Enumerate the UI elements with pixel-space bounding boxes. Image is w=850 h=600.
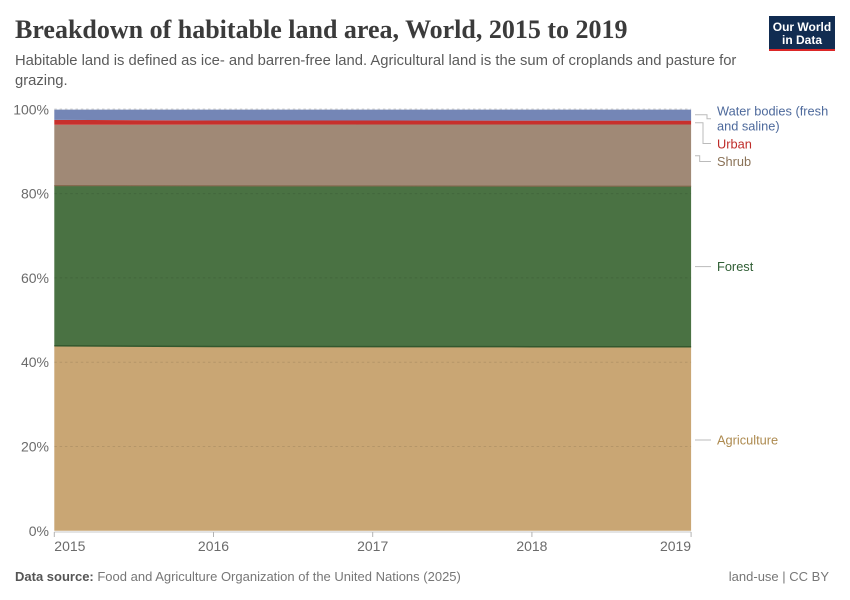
svg-text:Urban: Urban <box>717 136 752 151</box>
svg-text:40%: 40% <box>21 354 49 370</box>
svg-text:Shrub: Shrub <box>717 154 751 169</box>
svg-text:Water bodies (fresh: Water bodies (fresh <box>717 104 828 119</box>
svg-text:20%: 20% <box>21 439 49 455</box>
svg-text:60%: 60% <box>21 270 49 286</box>
svg-text:2017: 2017 <box>357 538 388 554</box>
svg-text:and saline): and saline) <box>717 119 780 134</box>
svg-text:80%: 80% <box>21 186 49 202</box>
svg-text:2019: 2019 <box>660 538 691 554</box>
svg-text:0%: 0% <box>29 523 49 539</box>
svg-text:2016: 2016 <box>198 538 229 554</box>
svg-text:2015: 2015 <box>54 538 85 554</box>
svg-text:Forest: Forest <box>717 259 754 274</box>
svg-text:100%: 100% <box>13 101 49 117</box>
svg-text:Agriculture: Agriculture <box>717 433 778 448</box>
svg-text:2018: 2018 <box>516 538 547 554</box>
